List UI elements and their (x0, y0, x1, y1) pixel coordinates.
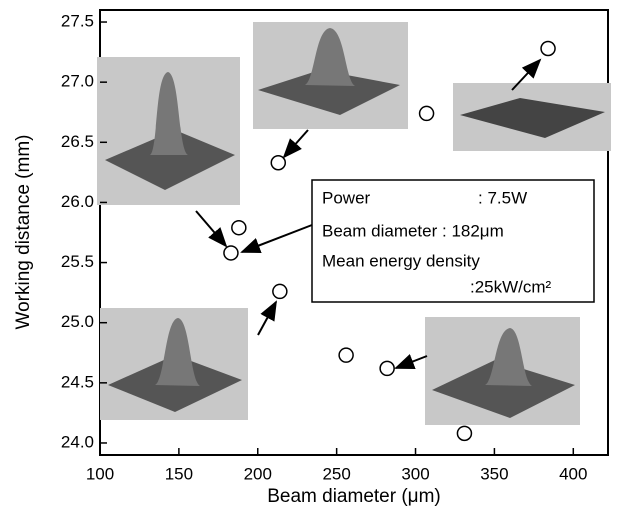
x-tick-label: 150 (165, 464, 193, 483)
data-point (420, 106, 434, 120)
inset (100, 308, 248, 420)
arrow (196, 211, 226, 246)
annotation-text: : 7.5W (478, 188, 527, 207)
annotation-text: :25kW/cm² (470, 277, 552, 296)
x-tick-label: 300 (401, 464, 429, 483)
chart: Power : 7.5W Beam diameter : 182μm Mean … (0, 0, 634, 511)
annotation-text: Power (322, 188, 371, 207)
y-tick-label: 27.5 (61, 12, 94, 31)
data-point (457, 426, 471, 440)
arrow (284, 130, 308, 157)
y-tick-label: 25.0 (61, 312, 94, 331)
annotation-text: Beam diameter : 182μm (322, 221, 504, 240)
y-tick-label: 27.0 (61, 72, 94, 91)
y-tick-label: 24.0 (61, 432, 94, 451)
y-tick-label: 26.5 (61, 132, 94, 151)
data-point (271, 156, 285, 170)
inset (425, 317, 580, 425)
x-axis-label: Beam diameter (μm) (267, 486, 441, 507)
data-point (380, 361, 394, 375)
arrow (242, 225, 312, 252)
inset (97, 57, 240, 205)
y-axis-label: Working distance (mm) (13, 135, 34, 330)
inset (453, 83, 611, 151)
y-tick-label: 26.0 (61, 192, 94, 211)
arrow (396, 356, 427, 368)
x-tick-label: 250 (322, 464, 350, 483)
x-tick-label: 100 (86, 464, 114, 483)
y-tick-label: 24.5 (61, 372, 94, 391)
annotation-text: Mean energy density (322, 251, 480, 270)
data-point (541, 41, 555, 55)
arrow (258, 302, 276, 335)
x-tick-label: 350 (480, 464, 508, 483)
data-point (273, 284, 287, 298)
inset (253, 22, 408, 129)
x-tick-label: 400 (559, 464, 587, 483)
y-tick-label: 25.5 (61, 252, 94, 271)
data-point (224, 246, 238, 260)
x-tick-label: 200 (244, 464, 272, 483)
data-point (232, 221, 246, 235)
data-point (339, 348, 353, 362)
